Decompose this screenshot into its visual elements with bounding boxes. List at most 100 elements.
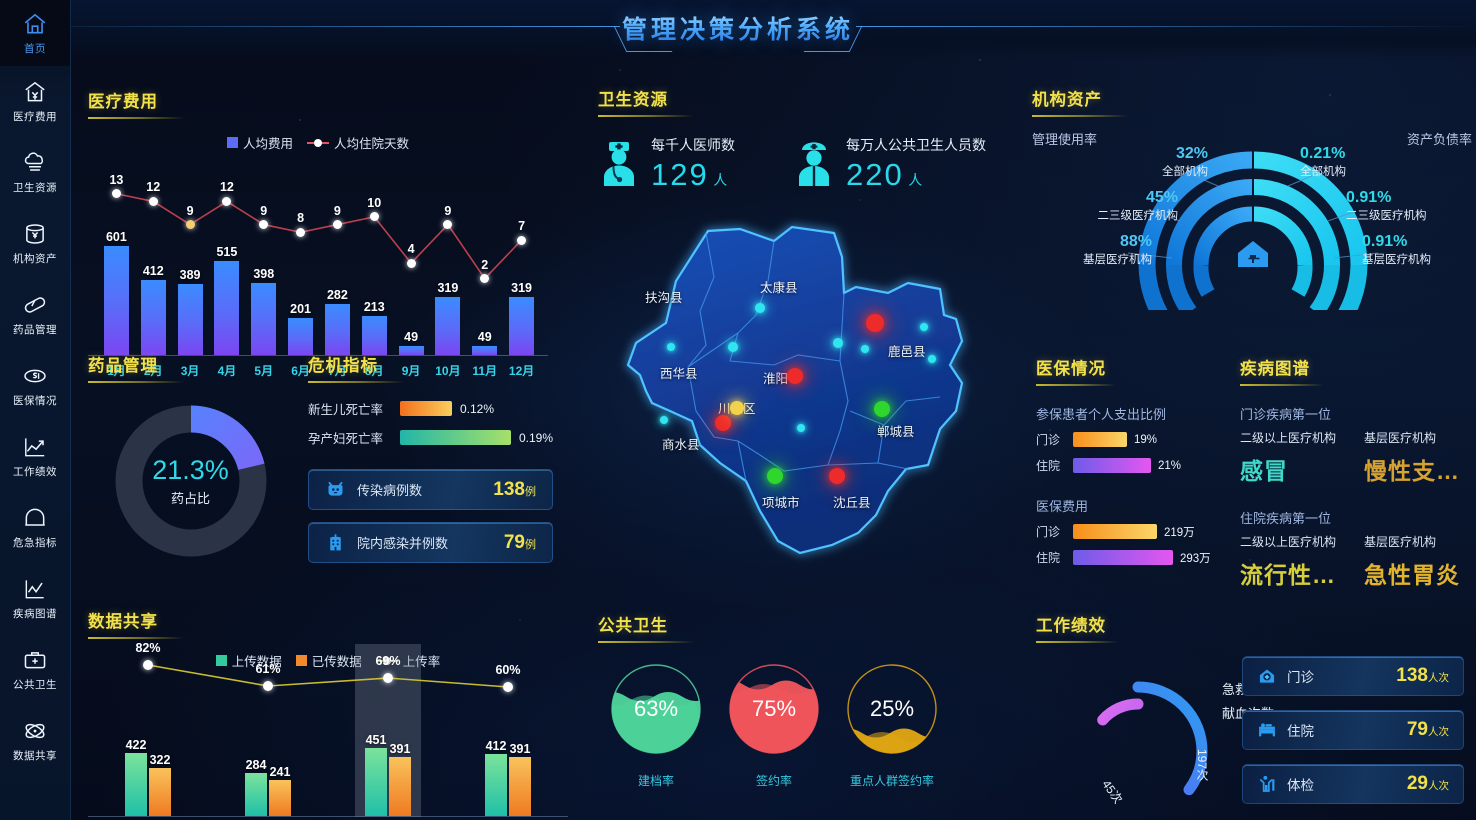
sidebar-item-health-resource[interactable]: 卫生资源 (0, 137, 70, 208)
line-data-point[interactable] (296, 227, 306, 237)
bar-column[interactable] (269, 779, 291, 816)
bar-column[interactable] (140, 280, 166, 355)
map-marker-node[interactable] (797, 424, 805, 432)
map-region-label[interactable]: 商水县 (662, 438, 700, 452)
card-value: 79人次 (1406, 719, 1449, 740)
medicare-row: 门诊 219万 (1036, 523, 1236, 540)
map-marker-node[interactable] (920, 323, 928, 331)
performance-card-checkup[interactable]: 体检 29人次 (1242, 764, 1464, 804)
org-asset-gauge-svg[interactable] (1032, 125, 1472, 310)
line-data-point[interactable] (443, 220, 453, 230)
map-marker-node[interactable] (833, 338, 843, 348)
health-resource-item-public[interactable]: 每万人公共卫生人员数 220 人 (793, 135, 986, 193)
bar-column[interactable] (509, 297, 535, 355)
health-resource-item-doctor[interactable]: 每千人医师数 129 人 (598, 135, 735, 193)
bar-column[interactable] (435, 297, 461, 355)
sidebar-item-disease-map[interactable]: 疾病图谱 (0, 563, 70, 634)
line-data-point[interactable] (185, 220, 195, 230)
line-data-point[interactable] (222, 196, 232, 206)
sidebar-item-public-health[interactable]: 公共卫生 (0, 634, 70, 705)
region-map[interactable]: 扶沟县太康县西华县淮阳川汇区商水县鹿邑县郸城县项城市沈丘县 (588, 215, 998, 605)
map-marker-node[interactable] (660, 416, 668, 424)
bar-column[interactable] (149, 767, 171, 816)
sidebar-item-performance[interactable]: 工作绩效 (0, 421, 70, 492)
sidebar-item-home[interactable]: 首页 (0, 0, 70, 66)
bar-column[interactable] (214, 261, 240, 355)
map-region-label[interactable]: 鹿邑县 (888, 345, 926, 359)
line-data-point[interactable] (259, 220, 269, 230)
legend-label: 人均费用 (242, 137, 293, 151)
line-data-point[interactable] (148, 196, 158, 206)
bar-column[interactable] (288, 318, 314, 355)
line-data-point[interactable] (111, 189, 121, 199)
map-region-label[interactable]: 沈丘县 (833, 496, 871, 510)
bar-column[interactable] (365, 748, 387, 816)
map-region-label[interactable]: 淮阳 (763, 372, 789, 386)
line-data-point[interactable] (143, 660, 153, 670)
crisis-card-nosocomial[interactable]: 院内感染并例数 79例 (308, 522, 553, 563)
map-region-label[interactable]: 扶沟县 (645, 291, 683, 305)
gauge-value: 0.91% (1346, 189, 1392, 206)
crisis-card-infectious[interactable]: 传染病例数 138例 (308, 469, 553, 510)
bar-column[interactable] (472, 346, 498, 355)
bar-column[interactable] (361, 316, 387, 355)
map-region-label[interactable]: 郸城县 (877, 425, 915, 439)
map-marker-alert[interactable] (787, 368, 803, 384)
bar-column[interactable] (251, 282, 277, 355)
bar-column[interactable] (389, 757, 411, 816)
sidebar-item-data-share[interactable]: 数据共享 (0, 705, 70, 776)
bar-column[interactable] (398, 346, 424, 355)
bar-column[interactable] (485, 754, 507, 816)
drug-ratio-donut[interactable]: 21.3% 药占比 (111, 401, 271, 561)
line-data-point[interactable] (406, 258, 416, 268)
map-marker-alert[interactable] (829, 468, 845, 484)
map-marker-node[interactable] (728, 342, 738, 352)
performance-card-outpatient[interactable]: 门诊 138人次 (1242, 656, 1464, 696)
insurance-card-icon (24, 369, 46, 383)
map-marker-node[interactable] (667, 343, 675, 351)
sidebar-item-medical-cost[interactable]: 医疗费用 (0, 66, 70, 137)
map-marker-alert[interactable] (715, 415, 731, 431)
public-health-gauge[interactable]: 75% 签约率 (726, 661, 822, 789)
bar-value-label: 319 (437, 281, 459, 295)
performance-ring-svg[interactable] (1058, 671, 1218, 820)
crisis-row: 新生儿死亡率 0.12% (308, 399, 553, 418)
map-marker-ok[interactable] (767, 468, 783, 484)
bar-column[interactable] (245, 773, 267, 816)
section-title: 卫生资源 (598, 91, 668, 109)
map-marker-node[interactable] (861, 345, 869, 353)
legend-item-line[interactable]: 人均住院天数 (307, 133, 409, 152)
map-marker-warn[interactable] (730, 401, 744, 415)
map-region-label[interactable]: 项城市 (762, 496, 800, 510)
line-data-point[interactable] (503, 682, 513, 692)
sidebar-item-medicare[interactable]: 医保情况 (0, 350, 70, 421)
line-data-point[interactable] (369, 212, 379, 222)
sidebar-item-drug-mgmt[interactable]: 药品管理 (0, 279, 70, 350)
legend-item-bar[interactable]: 人均费用 (226, 133, 293, 152)
map-region-label[interactable]: 太康县 (760, 281, 798, 295)
public-health-gauge[interactable]: 63% 建档率 (608, 661, 704, 789)
map-marker-node[interactable] (928, 355, 936, 363)
map-region-label[interactable]: 西华县 (660, 367, 698, 381)
bar-column[interactable] (125, 752, 147, 816)
bar-column[interactable] (103, 245, 129, 355)
map-marker-alert[interactable] (866, 314, 884, 332)
legend-item-uploaded[interactable]: 已传数据 (295, 651, 362, 670)
map-marker-node[interactable] (755, 303, 765, 313)
bar-column[interactable] (509, 757, 531, 816)
public-health-gauge[interactable]: 25% 重点人群签约率 (844, 661, 940, 789)
line-data-point[interactable] (480, 274, 490, 284)
sidebar-item-critical-indicators[interactable]: 危急指标 (0, 492, 70, 563)
section-title: 机构资产 (1032, 91, 1102, 109)
sidebar-item-org-asset[interactable]: 机构资产 (0, 208, 70, 279)
data-share-chart[interactable]: 422322数据总量284241二三级医院451391卫生院+服务中心41239… (88, 641, 568, 817)
line-data-point[interactable] (383, 673, 393, 683)
performance-card-inpatient[interactable]: 住院 79人次 (1242, 710, 1464, 750)
medical-cost-chart[interactable]: 601 1月 412 2月 389 3月 515 4月 398 5月 201 6月 282 7月 213 8月… (88, 166, 548, 378)
line-data-point[interactable] (263, 681, 273, 691)
bar-column[interactable] (177, 284, 203, 355)
line-data-point[interactable] (517, 235, 527, 245)
map-marker-ok[interactable] (874, 401, 890, 417)
line-data-point[interactable] (332, 220, 342, 230)
bar-column[interactable] (324, 303, 350, 355)
